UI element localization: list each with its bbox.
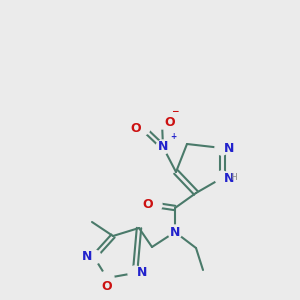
Circle shape bbox=[156, 140, 170, 154]
Text: O: O bbox=[130, 122, 141, 134]
Circle shape bbox=[168, 225, 182, 239]
Text: N: N bbox=[137, 266, 147, 280]
Text: O: O bbox=[102, 280, 112, 293]
Text: O: O bbox=[164, 116, 175, 128]
Circle shape bbox=[128, 266, 142, 280]
Circle shape bbox=[215, 171, 229, 185]
Text: N: N bbox=[158, 140, 168, 154]
Circle shape bbox=[148, 198, 162, 212]
Circle shape bbox=[155, 115, 169, 129]
Circle shape bbox=[100, 271, 114, 285]
Text: N: N bbox=[82, 250, 92, 263]
Text: −: − bbox=[171, 107, 178, 116]
Text: N: N bbox=[224, 172, 234, 184]
Circle shape bbox=[87, 250, 101, 264]
Circle shape bbox=[215, 141, 229, 155]
Text: N: N bbox=[224, 142, 234, 154]
Text: N: N bbox=[170, 226, 180, 238]
Text: H: H bbox=[230, 173, 237, 182]
Circle shape bbox=[136, 121, 150, 135]
Text: +: + bbox=[170, 132, 176, 141]
Text: O: O bbox=[142, 199, 153, 212]
